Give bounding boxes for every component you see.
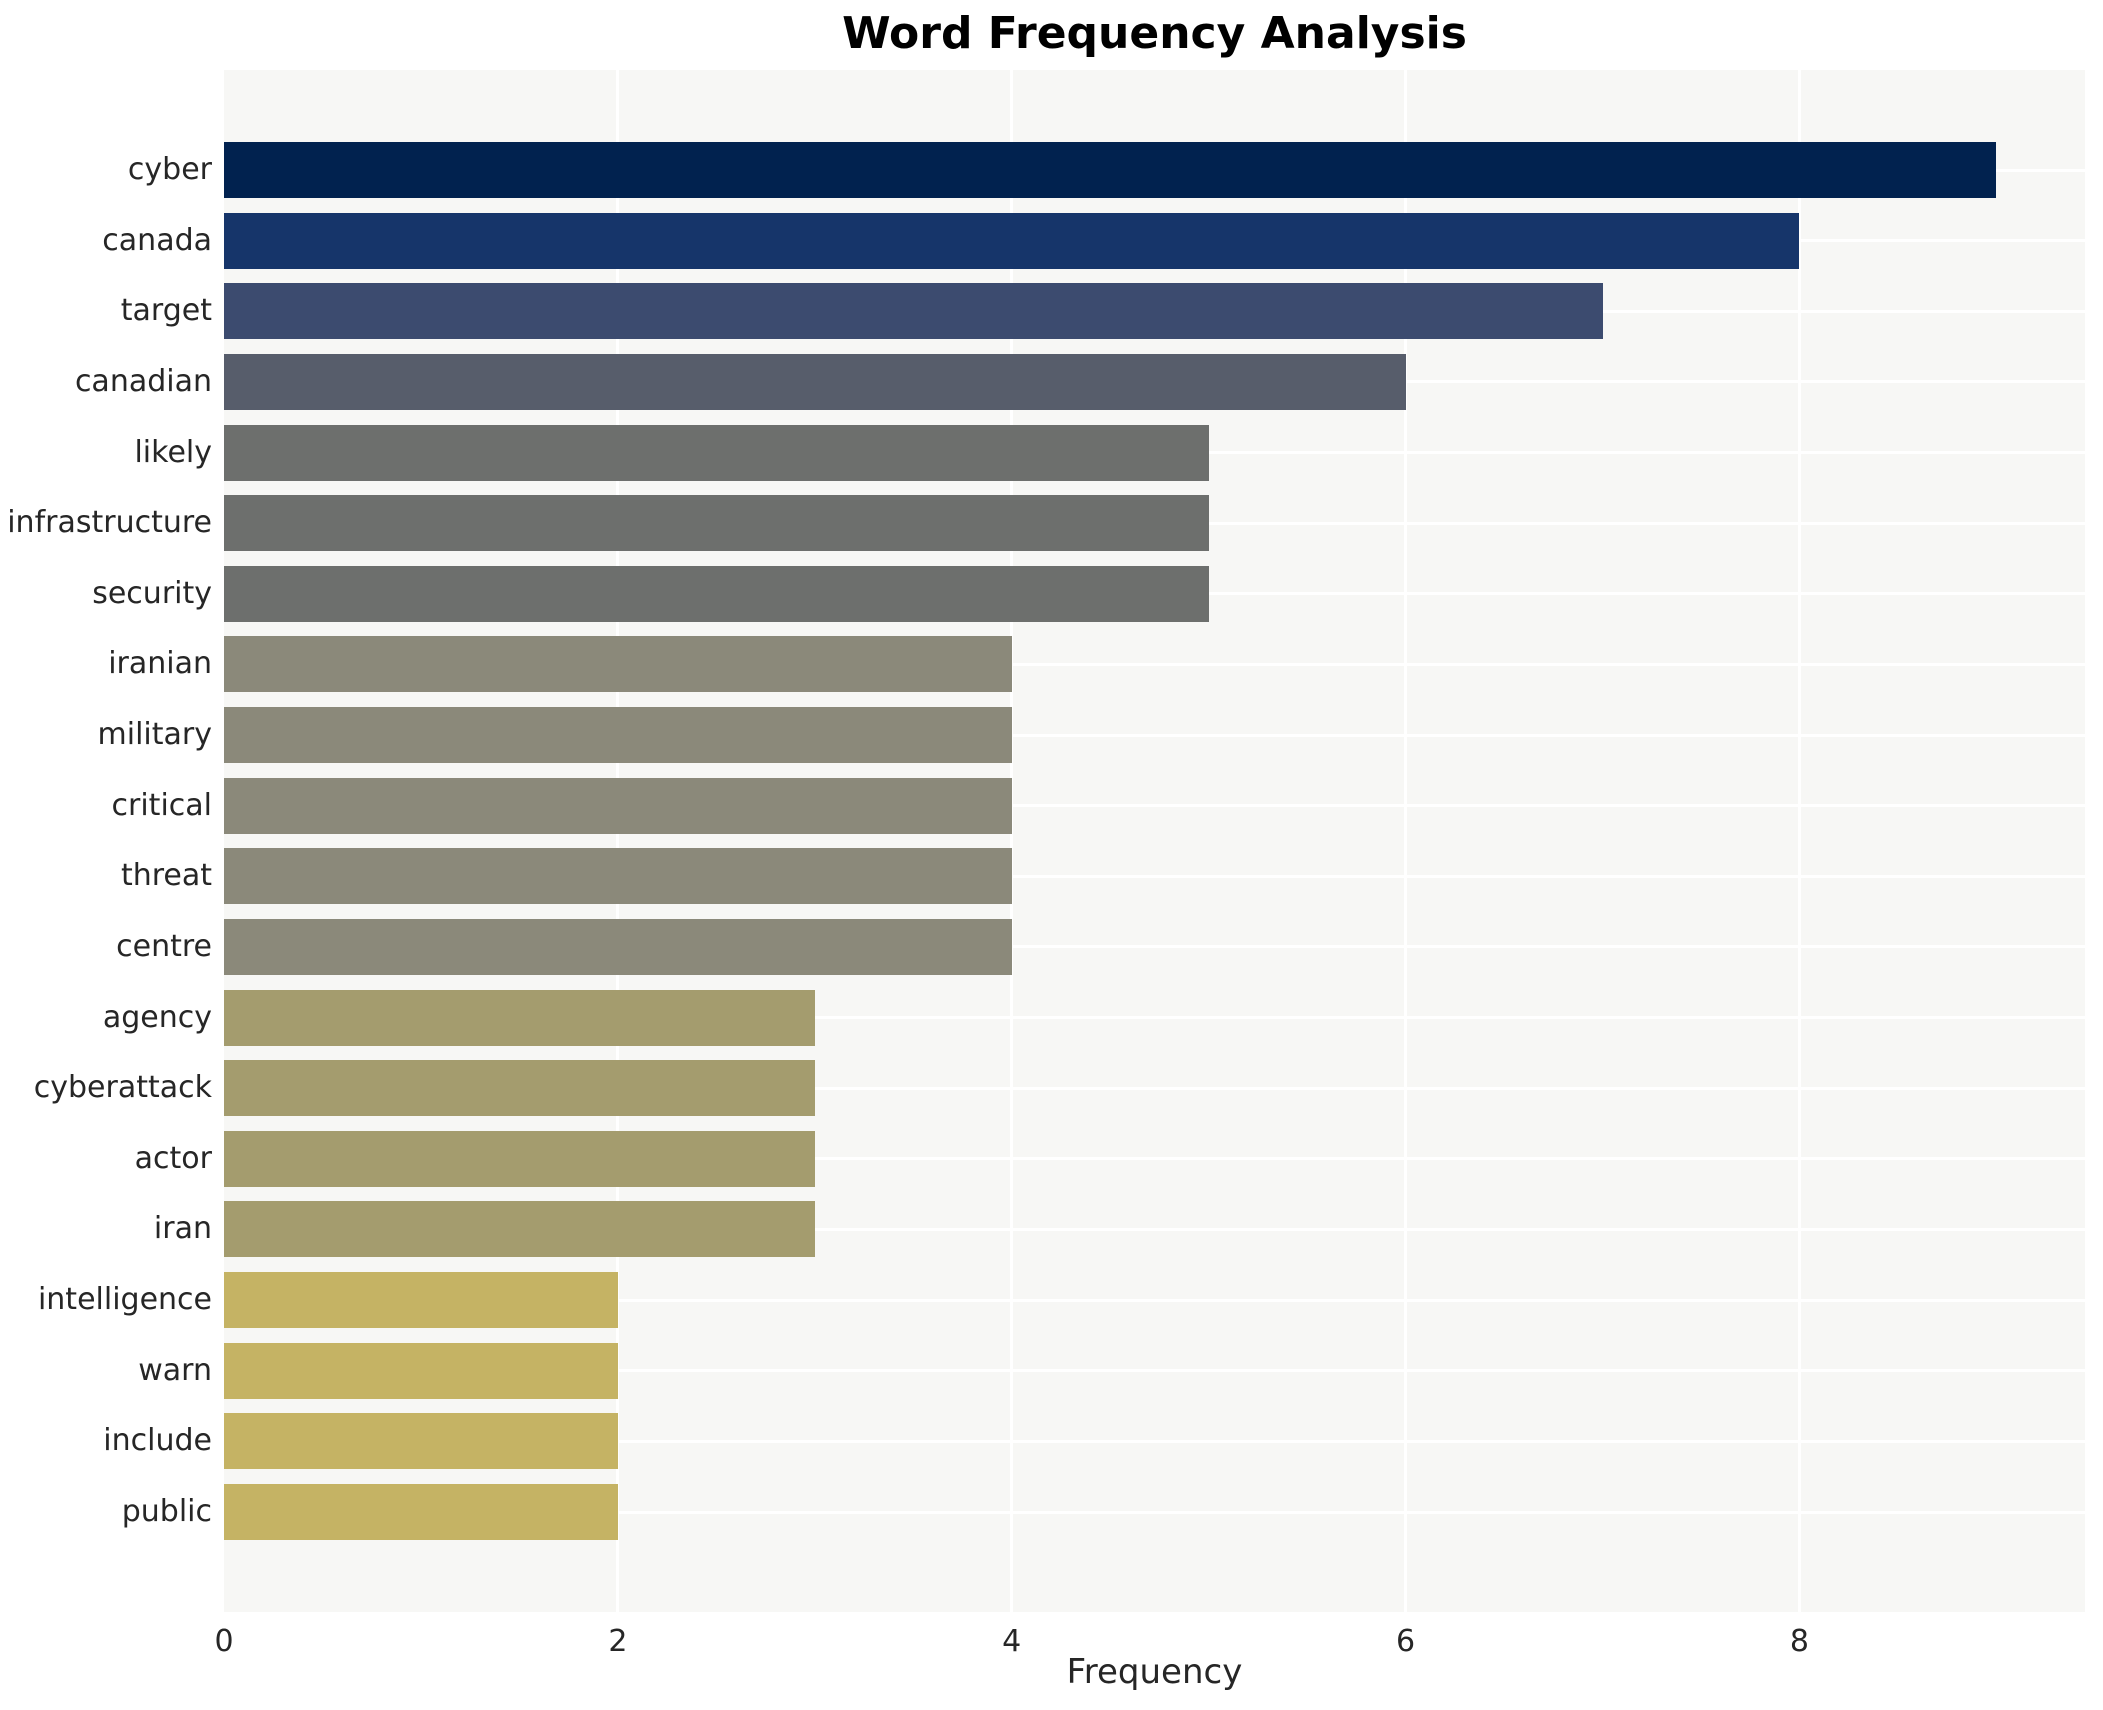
gridline-horizontal <box>224 1227 2085 1231</box>
bar-critical <box>224 777 1012 834</box>
bar-actor <box>224 1130 815 1187</box>
gridline-horizontal <box>224 733 2085 737</box>
y-tick-label: intelligence <box>37 1282 212 1318</box>
gridline-horizontal <box>224 804 2085 808</box>
bar-iranian <box>224 636 1012 693</box>
bar-cyberattack <box>224 1060 815 1117</box>
bar-cyber <box>224 142 1997 198</box>
gridline-horizontal <box>224 1510 2085 1514</box>
bar-infrastructure <box>224 495 1209 552</box>
bar-include <box>224 1413 618 1470</box>
gridline-vertical <box>1797 70 1801 1612</box>
x-tick-label: 4 <box>1002 1624 1022 1659</box>
gridline-horizontal <box>224 1086 2085 1090</box>
bar-iran <box>224 1201 815 1258</box>
chart-title: Word Frequency Analysis <box>842 8 1467 59</box>
bar-likely <box>224 424 1209 481</box>
x-tick-label: 8 <box>1789 1624 1809 1659</box>
y-tick-label: include <box>103 1423 212 1459</box>
bar-threat <box>224 848 1012 905</box>
gridline-horizontal <box>224 1439 2085 1443</box>
y-tick-label: iranian <box>108 646 212 682</box>
bar-public <box>224 1484 618 1540</box>
gridline-horizontal <box>224 1298 2085 1302</box>
x-axis-title: Frequency <box>1066 1652 1243 1692</box>
y-tick-label: warn <box>138 1352 212 1388</box>
bar-military <box>224 707 1012 764</box>
bar-centre <box>224 918 1012 975</box>
gridline-vertical <box>1404 70 1408 1612</box>
bar-agency <box>224 989 815 1046</box>
bar-warn <box>224 1342 618 1399</box>
bar-target <box>224 283 1603 340</box>
y-tick-label: canada <box>102 222 212 258</box>
y-tick-label: public <box>121 1494 212 1529</box>
x-tick-label: 2 <box>608 1624 628 1659</box>
y-tick-label: threat <box>120 858 212 894</box>
gridline-vertical <box>1010 70 1014 1612</box>
bar-canadian <box>224 353 1406 410</box>
gridline-horizontal <box>224 945 2085 949</box>
y-tick-label: military <box>97 717 212 753</box>
bar-canada <box>224 212 1800 269</box>
x-tick-label: 0 <box>214 1624 234 1659</box>
y-tick-label: cyberattack <box>33 1070 212 1106</box>
x-tick-label: 6 <box>1396 1624 1416 1659</box>
y-tick-label: agency <box>102 999 212 1035</box>
gridline-horizontal <box>224 662 2085 666</box>
gridline-horizontal <box>224 1369 2085 1373</box>
bar-security <box>224 565 1209 622</box>
plot-area <box>224 70 2085 1612</box>
bar-intelligence <box>224 1272 618 1329</box>
gridline-horizontal <box>224 1016 2085 1020</box>
y-tick-label: target <box>120 293 212 329</box>
y-tick-label: canadian <box>74 363 212 399</box>
y-tick-label: likely <box>134 434 212 470</box>
y-tick-label: actor <box>134 1140 212 1176</box>
y-tick-label: iran <box>153 1211 212 1247</box>
y-tick-label: critical <box>111 787 212 823</box>
y-tick-label: infrastructure <box>7 505 212 541</box>
y-tick-label: security <box>92 575 212 611</box>
gridline-vertical <box>616 70 620 1612</box>
gridline-horizontal <box>224 874 2085 878</box>
y-tick-label: centre <box>116 928 212 964</box>
y-tick-label: cyber <box>127 152 212 187</box>
gridline-horizontal <box>224 1157 2085 1161</box>
